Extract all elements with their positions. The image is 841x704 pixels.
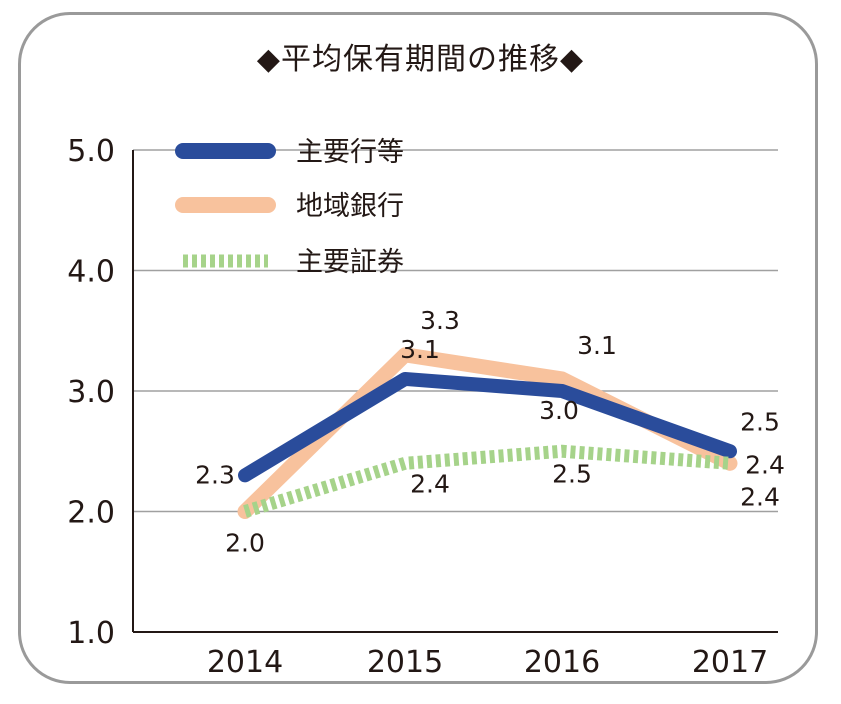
data-label: 3.1 xyxy=(400,335,440,364)
y-tick-label: 2.0 xyxy=(67,496,115,531)
legend-label: 地域銀行 xyxy=(296,191,404,222)
legend-label: 主要行等 xyxy=(296,137,404,168)
y-tick-label: 3.0 xyxy=(67,375,115,410)
x-tick-label: 2016 xyxy=(524,645,600,680)
x-tick-label: 2017 xyxy=(692,645,768,680)
chart-title: ◆平均保有期間の推移◆ xyxy=(256,42,585,77)
data-label: 3.1 xyxy=(577,331,617,360)
grid-lines xyxy=(133,149,778,513)
series-line-3 xyxy=(243,444,731,518)
legend-label: 主要証券 xyxy=(296,247,404,278)
data-label: 2.5 xyxy=(740,407,780,436)
y-tick-label: 4.0 xyxy=(67,255,115,290)
data-label: 2.4 xyxy=(410,469,450,498)
data-label: 2.4 xyxy=(740,482,780,511)
y-tick-labels: 1.0 2.0 3.0 4.0 5.0 xyxy=(67,134,115,651)
chart-frame xyxy=(18,12,818,684)
data-label: 3.0 xyxy=(539,396,579,425)
series-line-1 xyxy=(238,371,737,483)
y-tick-label: 1.0 xyxy=(67,616,115,651)
data-labels: 2.33.13.0 2.52.03.33.12.42.4 2.52.4 xyxy=(195,306,785,558)
y-tick-label: 5.0 xyxy=(67,134,115,169)
series-lines xyxy=(237,347,738,519)
x-tick-labels: 2014 2015 2016 2017 xyxy=(207,645,768,680)
data-label: 2.5 xyxy=(552,459,592,488)
data-label: 2.4 xyxy=(745,450,785,479)
x-tick-label: 2014 xyxy=(207,645,283,680)
data-label: 2.3 xyxy=(195,460,235,489)
x-tick-label: 2015 xyxy=(367,645,443,680)
data-label: 2.0 xyxy=(225,529,265,558)
data-label: 3.3 xyxy=(420,306,460,335)
